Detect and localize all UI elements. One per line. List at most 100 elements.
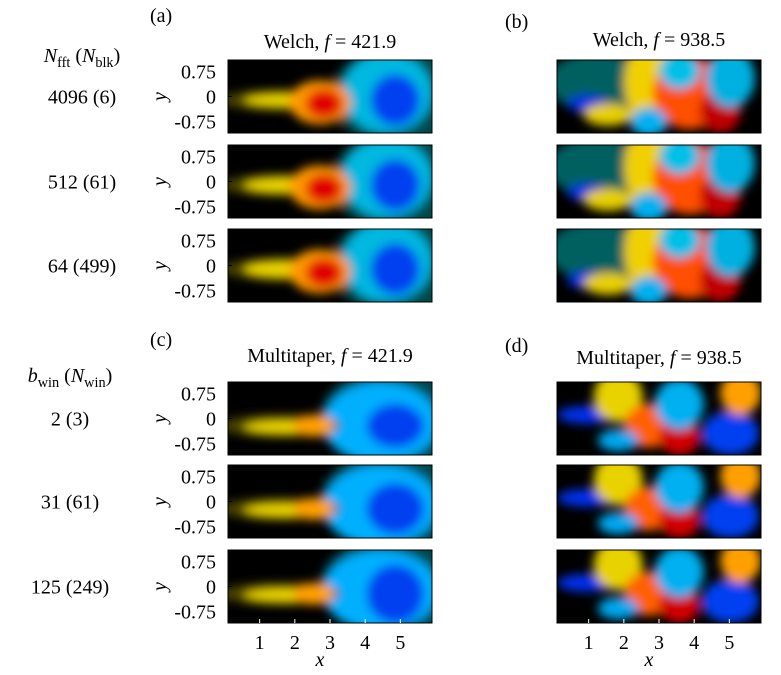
text-part: = 421.9 (346, 345, 412, 367)
field-blob (659, 60, 700, 90)
text-part: Welch, (264, 31, 325, 53)
y-tick-label: 0.75 (181, 147, 216, 169)
y-axis-label: y (149, 414, 171, 425)
text-part: fft (57, 55, 70, 71)
text-part: ( (59, 365, 71, 387)
field (557, 550, 761, 623)
field-blob (305, 174, 343, 204)
field-blob (659, 229, 700, 259)
y-tick-label: 0.75 (181, 231, 216, 253)
contour-panel (228, 229, 432, 302)
text-part: ) (106, 365, 113, 387)
y-axis-label: y (149, 177, 171, 188)
contour-panel (557, 550, 761, 623)
text-part: f (653, 29, 661, 51)
field-blob (370, 159, 420, 211)
text-part: blk (95, 55, 114, 71)
x-tick-label: 5 (724, 632, 734, 654)
field-blob (366, 483, 424, 535)
field-blob (720, 382, 761, 415)
field-blob (293, 414, 335, 437)
y-tick-label: 0 (206, 256, 216, 278)
field (557, 382, 761, 455)
field-blob (659, 145, 700, 175)
rich-text: bwin (Nwin) (28, 365, 113, 391)
field-blob (293, 582, 335, 605)
text-part: = 421.9 (330, 31, 396, 53)
y-tick-label: 0.75 (181, 384, 216, 406)
y-tick-label: 0 (206, 577, 216, 599)
row-label: 2 (3) (51, 409, 89, 431)
field (228, 550, 432, 623)
x-tick-label: 3 (654, 632, 664, 654)
contour-panel (228, 465, 432, 538)
field (228, 465, 432, 538)
field-blob (366, 403, 424, 448)
contour-panel (557, 145, 761, 218)
contour-panel (557, 465, 761, 538)
contour-panel (228, 550, 432, 623)
field-blob (583, 103, 633, 126)
row-label: 4096 (6) (48, 87, 116, 109)
panel-label: (c) (150, 329, 172, 351)
rich-text: Nfft (Nblk) (43, 45, 120, 71)
y-tick-label: -0.75 (174, 433, 216, 455)
field-blob (701, 494, 759, 538)
field-blob (366, 564, 424, 623)
field (557, 465, 761, 538)
y-axis-label: y (149, 92, 171, 103)
field-blob (705, 60, 755, 108)
field (228, 382, 432, 455)
x-tick-label: 2 (619, 632, 629, 654)
field-blob (597, 512, 639, 535)
field-blob (705, 229, 755, 277)
field-blob (630, 276, 668, 302)
y-tick-label: 0.75 (181, 62, 216, 84)
contour-panel (228, 145, 432, 218)
text-part: f (341, 345, 349, 367)
contour-panel (228, 60, 432, 133)
x-tick-label: 4 (689, 632, 699, 654)
panel-label: (b) (505, 11, 528, 33)
field-blob (583, 188, 633, 211)
field-blob (305, 258, 343, 288)
row-label: 31 (61) (41, 492, 99, 514)
field-blob (654, 382, 704, 430)
x-tick-label: 1 (255, 632, 265, 654)
y-axis-label: y (149, 261, 171, 272)
field-blob (659, 501, 700, 538)
rich-text: Multitaper, f = 421.9 (247, 345, 412, 367)
text-part: ( (70, 45, 82, 67)
text-part: win (84, 375, 105, 391)
text-part: Welch, (593, 29, 654, 51)
text-part: ) (114, 45, 121, 67)
y-tick-label: -0.75 (174, 280, 216, 302)
field (557, 145, 755, 218)
field-blob (720, 550, 761, 583)
panel-frame (556, 381, 762, 456)
x-tick-label: 2 (290, 632, 300, 654)
y-tick-label: 0 (206, 409, 216, 431)
rich-text: Multitaper, f = 938.5 (576, 347, 741, 369)
row-label: 512 (61) (48, 172, 116, 194)
field (557, 60, 755, 133)
x-axis-label: x (315, 649, 325, 671)
y-tick-label: 0 (206, 87, 216, 109)
panel-frame (556, 144, 762, 219)
contour-panel (228, 382, 432, 455)
text-part: b (28, 365, 38, 387)
field-blob (370, 243, 420, 295)
y-tick-label: 0.75 (181, 467, 216, 489)
field-blob (370, 74, 420, 126)
field-blob (583, 272, 633, 295)
field (228, 145, 432, 218)
x-tick-label: 3 (325, 632, 335, 654)
field-blob (654, 465, 704, 513)
text-part: Multitaper, (247, 345, 341, 367)
field-blob (597, 597, 639, 620)
row-label: 64 (499) (48, 256, 116, 278)
text-part: f (324, 31, 332, 53)
y-axis-label: y (149, 582, 171, 593)
x-tick-label: 1 (584, 632, 594, 654)
